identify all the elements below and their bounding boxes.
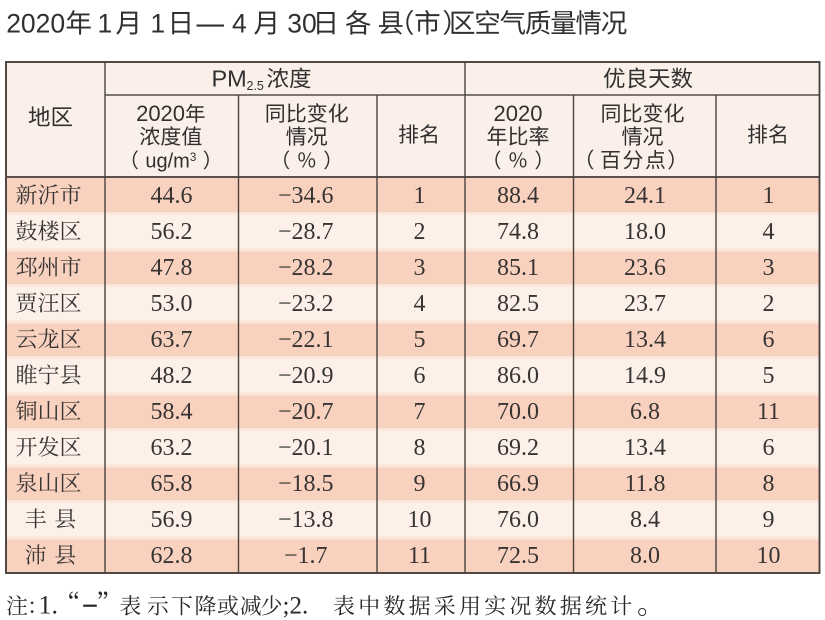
svg-text:2: 2 [414,219,426,245]
svg-text:−20.1: −20.1 [278,435,334,461]
svg-text:2020: 2020 [494,101,543,126]
svg-text:−28.2: −28.2 [278,255,334,281]
svg-text:9: 9 [414,471,426,497]
svg-text:74.8: 74.8 [497,219,539,245]
svg-text:9: 9 [763,507,775,533]
svg-text:10: 10 [408,507,432,533]
svg-text:11.8: 11.8 [624,471,665,497]
svg-text:4: 4 [763,219,775,245]
svg-text:63.2: 63.2 [151,435,193,461]
svg-text:8: 8 [414,435,426,461]
svg-text:88.4: 88.4 [497,183,539,209]
svg-text:ug/m: ug/m [145,151,189,173]
svg-text:4: 4 [414,291,426,317]
svg-text:72.5: 72.5 [497,543,539,569]
svg-text:56.2: 56.2 [151,219,193,245]
svg-text:8.0: 8.0 [630,543,660,569]
svg-text:5: 5 [414,327,426,353]
svg-text:11: 11 [408,543,431,569]
svg-text:1.: 1. [39,591,59,620]
svg-text:2020: 2020 [6,9,65,39]
svg-text:5: 5 [763,363,775,389]
svg-text:−18.5: −18.5 [278,471,334,497]
svg-text:11: 11 [757,399,780,425]
svg-text:66.9: 66.9 [497,471,539,497]
svg-text:86.0: 86.0 [497,363,539,389]
svg-text:3: 3 [190,152,196,164]
svg-text:14.9: 14.9 [624,363,666,389]
svg-text:2020: 2020 [136,101,185,126]
svg-text:53.0: 53.0 [151,291,193,317]
svg-text:−34.6: −34.6 [278,183,334,209]
svg-text:44.6: 44.6 [151,183,193,209]
svg-text:82.5: 82.5 [497,291,539,317]
svg-text:8.4: 8.4 [630,507,660,533]
svg-text:−23.2: −23.2 [278,291,334,317]
svg-text:13.4: 13.4 [624,327,666,353]
svg-text:69.2: 69.2 [497,435,539,461]
svg-text:13.4: 13.4 [624,435,666,461]
svg-text:−20.9: −20.9 [278,363,334,389]
svg-text:−22.1: −22.1 [278,327,334,353]
svg-text:2: 2 [763,291,775,317]
svg-text:3: 3 [414,255,426,281]
svg-text:23.6: 23.6 [624,255,666,281]
svg-text:76.0: 76.0 [497,507,539,533]
svg-text:;2.: ;2. [283,593,309,620]
svg-text:85.1: 85.1 [497,255,539,281]
svg-text:24.1: 24.1 [624,183,666,209]
svg-text:1: 1 [150,9,165,39]
svg-text:−28.7: −28.7 [278,219,334,245]
svg-text:65.8: 65.8 [151,471,193,497]
svg-text:58.4: 58.4 [151,399,193,425]
svg-text:70.0: 70.0 [497,399,539,425]
svg-text:63.7: 63.7 [151,327,193,353]
svg-text:6: 6 [763,327,775,353]
svg-text:4: 4 [232,9,247,39]
svg-text:6.8: 6.8 [630,399,660,425]
svg-text:−1.7: −1.7 [284,543,328,569]
svg-text:62.8: 62.8 [151,543,193,569]
svg-text:23.7: 23.7 [624,291,666,317]
svg-text:−13.8: −13.8 [278,507,334,533]
svg-text:1: 1 [414,183,426,209]
svg-text:18.0: 18.0 [624,219,666,245]
svg-text:30: 30 [287,9,316,39]
svg-text:47.8: 47.8 [151,255,193,281]
svg-text:−20.7: −20.7 [278,399,334,425]
svg-text:7: 7 [414,399,426,425]
svg-text:69.7: 69.7 [497,327,539,353]
svg-text:8: 8 [763,471,775,497]
svg-text:48.2: 48.2 [151,363,193,389]
svg-text:6: 6 [414,363,426,389]
svg-text:PM: PM [212,66,247,92]
svg-text:6: 6 [763,435,775,461]
svg-text:1: 1 [763,183,775,209]
svg-text:56.9: 56.9 [151,507,193,533]
svg-text:3: 3 [763,255,775,281]
svg-text:10: 10 [757,543,781,569]
svg-text:2.5: 2.5 [247,79,264,93]
svg-text:1: 1 [98,9,113,39]
